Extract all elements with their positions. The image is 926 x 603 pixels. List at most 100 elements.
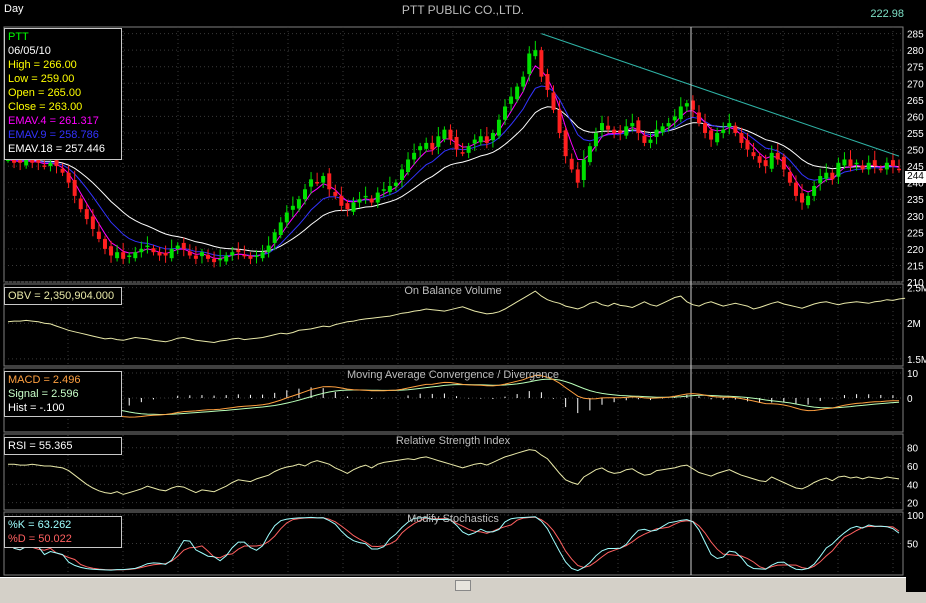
candle: [206, 249, 211, 263]
candle: [824, 163, 829, 182]
candle-body: [121, 252, 126, 259]
candle-body: [490, 132, 495, 141]
candle: [357, 191, 362, 208]
vertical-grid: [67, 27, 894, 575]
candle: [636, 117, 641, 141]
candle-body: [775, 152, 780, 160]
candle-body: [163, 252, 168, 256]
candle: [763, 154, 768, 174]
candle: [151, 244, 156, 256]
macd-tick-label: 0: [907, 394, 913, 405]
candle-body: [539, 50, 544, 77]
candle-body: [436, 136, 441, 147]
candle: [284, 205, 289, 228]
ema18-line: [7, 106, 900, 252]
price-tick-label: 280: [907, 46, 924, 57]
candle-body: [399, 169, 404, 180]
candle-body: [587, 146, 592, 163]
candle: [393, 179, 398, 192]
horizontal-scrollbar[interactable]: [0, 577, 906, 592]
candle: [715, 127, 720, 146]
trend-line: [541, 33, 900, 157]
candle: [42, 158, 47, 170]
info-ema9: EMAV.9 = 258.786: [8, 129, 99, 141]
candle: [836, 157, 841, 184]
candle: [666, 117, 671, 132]
candle-body: [763, 160, 768, 167]
candle-body: [54, 160, 59, 167]
candle-body: [630, 123, 635, 127]
candle-body: [751, 152, 756, 157]
candle-body: [781, 156, 786, 170]
candle: [84, 203, 89, 225]
candle-body: [496, 119, 501, 136]
candle: [169, 239, 174, 262]
candle-body: [806, 195, 811, 206]
candle-body: [72, 180, 77, 196]
candle: [793, 175, 798, 202]
candle-body: [127, 255, 132, 258]
top-price-readout: 222.98: [870, 8, 904, 20]
candle: [490, 129, 495, 148]
candle: [884, 157, 889, 175]
macd-title: Moving Average Convergence / Divergence: [347, 369, 559, 381]
candle-body: [830, 172, 835, 180]
candle-body: [393, 182, 398, 186]
price-tick-label: 245: [907, 162, 924, 173]
candle: [684, 99, 689, 112]
stoch-tick-label: 50: [907, 540, 919, 551]
candle: [345, 199, 350, 217]
candle: [303, 183, 307, 205]
candle-body: [278, 222, 283, 235]
candle-body: [18, 160, 23, 163]
candle-body: [424, 142, 429, 149]
candle-body: [672, 116, 677, 121]
candle: [593, 127, 598, 152]
candle: [521, 71, 526, 92]
macd-tick-label: 10: [907, 369, 919, 380]
candle: [800, 183, 805, 210]
candle: [375, 187, 380, 208]
rsi-tick-label: 60: [907, 462, 919, 473]
candle: [775, 143, 780, 165]
candle-body: [860, 165, 865, 170]
candle-body: [618, 130, 623, 133]
candle-body: [36, 160, 41, 163]
candle-body: [60, 168, 65, 173]
candle-body: [484, 136, 489, 143]
rsi-line: [8, 449, 900, 495]
candle: [587, 142, 592, 166]
candle: [563, 127, 568, 164]
candle: [678, 97, 683, 123]
obv-tick-label: 1.5M: [907, 355, 926, 366]
candle: [436, 127, 441, 155]
k-value: %K = 63.262: [8, 519, 72, 531]
d-value: %D = 50.022: [8, 533, 72, 545]
chart-title: PTT PUBLIC CO.,LTD.: [401, 3, 525, 17]
candle-body: [175, 245, 180, 249]
candle-body: [454, 136, 459, 150]
candle: [781, 153, 786, 177]
candle-body: [48, 162, 53, 167]
candle: [60, 163, 65, 177]
candle-body: [545, 74, 550, 90]
candle-body: [715, 132, 720, 143]
candle-body: [151, 248, 156, 253]
candle: [72, 170, 77, 204]
candle-body: [102, 238, 107, 249]
obv-title: On Balance Volume: [404, 285, 501, 297]
candle: [624, 119, 629, 139]
candle-body: [242, 254, 247, 257]
candle: [266, 236, 271, 258]
candle: [854, 159, 859, 171]
candle-body: [218, 258, 223, 261]
candle-body: [842, 159, 847, 166]
candle-body: [757, 156, 762, 163]
scrollbar-thumb[interactable]: [455, 580, 471, 591]
candle-body: [84, 209, 89, 220]
candle-body: [272, 232, 277, 243]
candle-body: [684, 103, 689, 107]
candle-body: [266, 245, 271, 253]
candle: [157, 246, 162, 261]
